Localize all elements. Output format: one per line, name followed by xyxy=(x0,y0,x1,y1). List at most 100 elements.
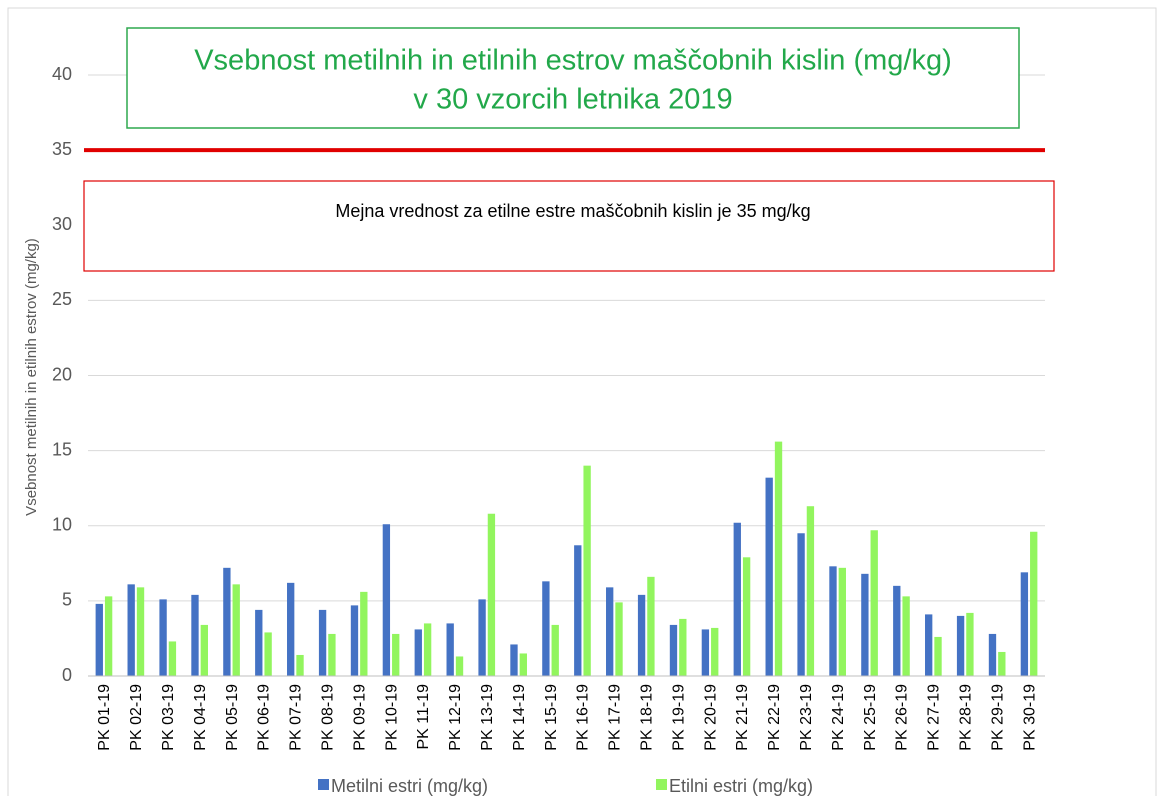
x-tick-label: PK 16-19 xyxy=(575,684,592,751)
bar xyxy=(583,465,591,676)
bar xyxy=(360,591,368,676)
bar xyxy=(838,567,846,676)
x-tick-label: PK 19-19 xyxy=(670,684,687,751)
bar xyxy=(264,632,272,676)
x-tick-label: PK 03-19 xyxy=(160,684,177,751)
y-tick-label: 5 xyxy=(62,590,72,610)
bar xyxy=(615,602,623,676)
chart-title: Vsebnost metilnih in etilnih estrov mašč… xyxy=(194,45,952,77)
bar xyxy=(200,624,208,676)
bar xyxy=(861,573,869,676)
bar xyxy=(925,614,933,676)
y-tick-label: 0 xyxy=(62,665,72,685)
x-tick-label: PK 01-19 xyxy=(96,684,113,751)
bar xyxy=(104,596,113,676)
bar xyxy=(988,633,997,676)
x-tick-label: PK 14-19 xyxy=(511,684,528,751)
bar xyxy=(893,585,901,676)
bar xyxy=(487,513,496,676)
title-box xyxy=(126,27,1020,129)
x-tick-label: PK 07-19 xyxy=(288,684,305,751)
bar xyxy=(669,624,678,676)
x-tick-label: PK 12-19 xyxy=(447,684,464,751)
chart-title: v 30 vzorcih letnika 2019 xyxy=(413,84,732,116)
x-tick-label: PK 27-19 xyxy=(926,684,943,751)
x-tick-label: PK 17-19 xyxy=(607,684,624,751)
bar xyxy=(701,629,710,676)
bar xyxy=(637,594,646,676)
bar xyxy=(829,566,837,676)
y-tick-label: 10 xyxy=(52,515,72,535)
bar xyxy=(1020,572,1029,676)
bar xyxy=(159,599,167,676)
bar xyxy=(542,581,550,676)
bar xyxy=(232,584,240,676)
bar xyxy=(774,441,783,676)
legend-swatch xyxy=(656,779,667,790)
x-tick-label: PK 21-19 xyxy=(734,684,751,751)
bar xyxy=(934,636,942,676)
bar xyxy=(127,584,135,676)
bar xyxy=(455,656,464,676)
x-tick-label: PK 20-19 xyxy=(702,684,719,751)
x-tick-label: PK 23-19 xyxy=(798,684,815,751)
x-tick-label: PK 24-19 xyxy=(830,684,847,751)
bar xyxy=(414,629,422,676)
x-tick-label: PK 26-19 xyxy=(894,684,911,751)
bar xyxy=(423,623,432,676)
legend-label: Etilni estri (mg/kg) xyxy=(669,776,813,796)
bar xyxy=(168,641,177,676)
bar xyxy=(998,651,1006,676)
x-tick-label: PK 29-19 xyxy=(989,684,1006,751)
y-tick-label: 20 xyxy=(52,364,72,384)
x-tick-label: PK 08-19 xyxy=(319,684,336,751)
x-tick-label: PK 22-19 xyxy=(766,684,783,751)
x-tick-label: PK 30-19 xyxy=(1021,684,1038,751)
y-tick-label: 30 xyxy=(52,214,72,234)
annotation: Mejna vrednost za etilne estre maščobnih… xyxy=(335,201,810,221)
bar xyxy=(679,618,687,676)
bar xyxy=(519,653,527,676)
y-tick-label: 40 xyxy=(52,64,72,84)
annotation-box xyxy=(83,180,1055,272)
y-tick-label: 15 xyxy=(52,439,72,459)
bar xyxy=(136,587,145,676)
bar xyxy=(318,609,327,676)
bar xyxy=(478,599,486,676)
bar xyxy=(382,524,391,676)
x-tick-label: PK 06-19 xyxy=(256,684,273,751)
bar xyxy=(328,633,336,676)
bar xyxy=(350,605,359,676)
bar xyxy=(733,522,741,676)
x-tick-label: PK 15-19 xyxy=(543,684,560,751)
bar xyxy=(870,530,878,676)
bar xyxy=(223,567,231,676)
y-tick-label: 35 xyxy=(52,139,72,159)
bar xyxy=(95,603,103,676)
bar xyxy=(647,576,655,676)
bar xyxy=(296,654,304,676)
legend-label: Metilni estri (mg/kg) xyxy=(331,776,488,796)
y-tick-label: 25 xyxy=(52,289,72,309)
bar xyxy=(255,609,263,676)
bar xyxy=(510,644,518,676)
legend-swatch xyxy=(318,779,329,790)
bar xyxy=(765,477,773,676)
x-tick-label: PK 25-19 xyxy=(862,684,879,751)
bar xyxy=(956,615,965,676)
bar xyxy=(742,557,751,676)
x-tick-label: PK 28-19 xyxy=(957,684,974,751)
x-tick-label: PK 05-19 xyxy=(224,684,241,751)
x-tick-label: PK 13-19 xyxy=(479,684,496,751)
y-axis-label: Vsebnost metilnih in etilnih estrov (mg/… xyxy=(23,238,40,516)
x-tick-label: PK 11-19 xyxy=(415,684,432,750)
x-tick-label: PK 02-19 xyxy=(128,684,145,751)
bar xyxy=(551,624,559,676)
x-tick-label: PK 09-19 xyxy=(351,684,368,751)
bar xyxy=(806,506,815,676)
x-tick-label: PK 18-19 xyxy=(638,684,655,751)
x-tick-label: PK 10-19 xyxy=(383,684,400,751)
bar xyxy=(606,587,614,676)
bar xyxy=(797,533,805,676)
